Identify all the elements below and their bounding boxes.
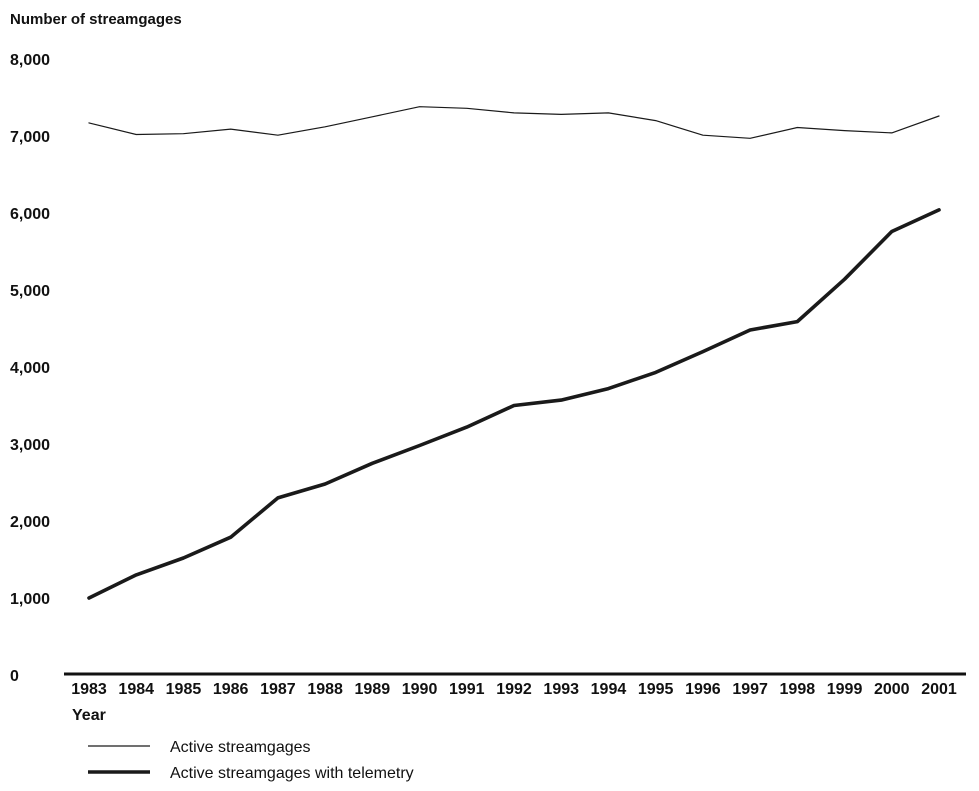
y-axis-title: Number of streamgages [10, 11, 182, 28]
y-tick-label: 6,000 [10, 206, 50, 223]
legend-label: Active streamgages with telemetry [170, 765, 414, 782]
legend: Active streamgages Active streamgages wit… [88, 739, 414, 782]
x-tick-label: 1987 [260, 681, 296, 698]
x-axis-title: Year [72, 707, 106, 724]
x-tick-label: 1995 [638, 681, 674, 698]
x-tick-label: 1989 [355, 681, 391, 698]
legend-label: Active streamgages [170, 739, 311, 756]
x-tick-label: 1996 [685, 681, 721, 698]
y-tick-label: 7,000 [10, 129, 50, 146]
y-tick-label: 8,000 [10, 52, 50, 69]
y-tick-label: 5,000 [10, 283, 50, 300]
series-line-1 [88, 106, 940, 139]
series-group [87, 106, 941, 600]
x-tick-label: 1998 [780, 681, 816, 698]
x-tick-label: 1986 [213, 681, 249, 698]
x-tick-label: 1992 [496, 681, 532, 698]
y-tick-label: 2,000 [10, 514, 50, 531]
y-axis-ticks: 0 1,000 2,000 3,000 4,000 5,000 6,000 7,000 8,00… [10, 52, 50, 685]
x-tick-label: 1994 [591, 681, 627, 698]
y-tick-label: 1,000 [10, 591, 50, 608]
x-tick-label: 1997 [732, 681, 768, 698]
y-tick-label: 0 [10, 668, 19, 685]
x-tick-label: 1999 [827, 681, 863, 698]
x-tick-label: 2000 [874, 681, 910, 698]
x-tick-label: 1984 [118, 681, 154, 698]
x-tick-label: 1988 [307, 681, 343, 698]
series-line-2 [87, 208, 941, 600]
x-tick-label: 2001 [921, 681, 957, 698]
y-tick-label: 4,000 [10, 360, 50, 377]
x-tick-label: 1990 [402, 681, 438, 698]
x-tick-label: 1991 [449, 681, 485, 698]
y-tick-label: 3,000 [10, 437, 50, 454]
x-axis-ticks: 1983 1984 1985 1986 1987 1988 1989 1990 1991 1992… [71, 681, 957, 698]
x-tick-label: 1983 [71, 681, 107, 698]
x-tick-label: 1993 [543, 681, 579, 698]
x-tick-label: 1985 [166, 681, 202, 698]
